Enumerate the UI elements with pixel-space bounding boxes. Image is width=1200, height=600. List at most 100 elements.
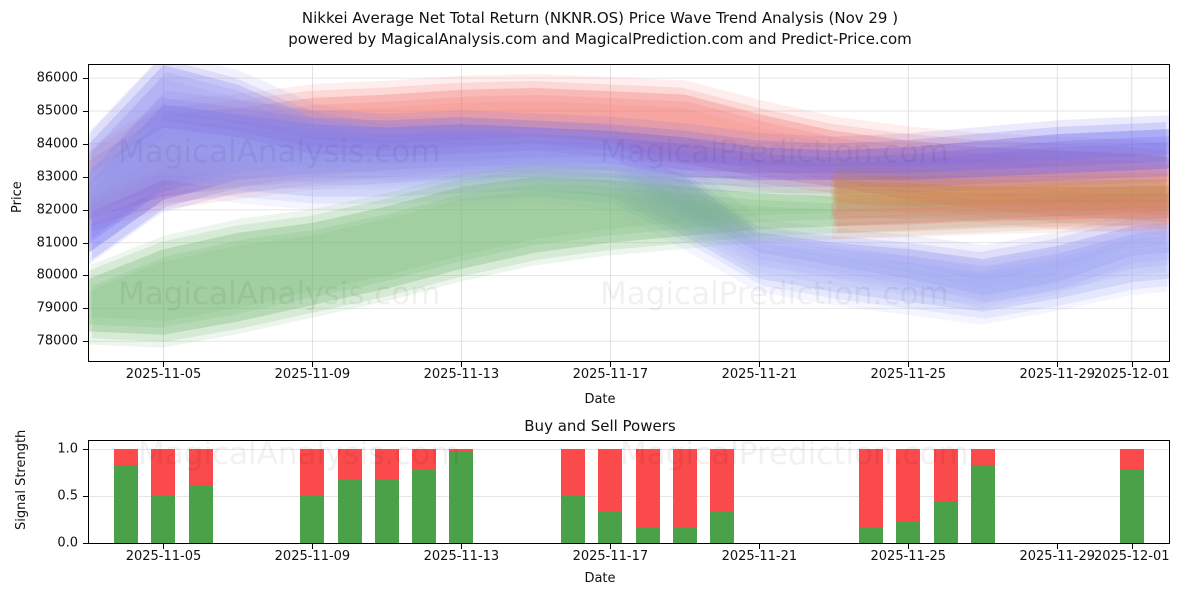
wave-band-green-band [89, 189, 1167, 348]
wave-band-pink-right-band [830, 192, 1166, 220]
signal-bar[interactable] [598, 448, 623, 543]
price-y-tick-label: 83000 [36, 169, 78, 185]
signal-bar[interactable] [449, 448, 474, 543]
signal-y-axis-label: Signal Strength [14, 429, 29, 530]
price-x-tick-mark [1057, 362, 1059, 367]
signal-bar[interactable] [896, 448, 921, 543]
sell-power-segment [114, 448, 139, 465]
wave-band-blue-lower-band [92, 134, 1169, 319]
page-subtitle: powered by MagicalAnalysis.com and Magic… [288, 30, 912, 48]
price-y-tick-label: 82000 [36, 202, 78, 218]
wave-band-red-upper-band [92, 95, 1169, 230]
signal-y-tick-mark [83, 543, 88, 544]
signal-chart-title: Buy and Sell Powers [524, 417, 676, 435]
chart-title-block: Nikkei Average Net Total Return (NKNR.OS… [0, 8, 1200, 50]
sell-power-segment [672, 448, 697, 528]
signal-bar[interactable] [1119, 448, 1144, 543]
signal-x-tick-label: 2025-11-17 [572, 549, 649, 564]
price-x-tick-label: 2025-11-09 [274, 367, 351, 382]
signal-x-tick-label: 2025-11-21 [721, 549, 798, 564]
price-y-tick-mark [83, 209, 88, 211]
page-title: Nikkei Average Net Total Return (NKNR.OS… [301, 9, 899, 27]
wave-band-blue-spike-band [89, 78, 1167, 309]
signal-x-tick-mark [312, 544, 314, 549]
wave-band-orange-band [830, 173, 1166, 200]
price-chart-plot-area [88, 64, 1170, 362]
signal-y-tick-label: 1.0 [57, 441, 78, 457]
price-y-tick-label: 85000 [36, 103, 78, 119]
sell-power-segment [970, 448, 995, 465]
price-x-tick-mark [461, 362, 463, 367]
buy-power-segment [710, 511, 735, 543]
price-x-tick-mark [1131, 362, 1133, 367]
price-y-tick-mark [83, 111, 88, 113]
signal-gridline [89, 495, 1169, 497]
signal-bar[interactable] [412, 448, 437, 543]
buy-power-segment [859, 527, 884, 543]
price-x-tick-mark [312, 362, 314, 367]
sell-power-segment [188, 448, 213, 487]
price-x-tick-label: 2025-11-25 [870, 367, 947, 382]
signal-x-tick-mark [759, 544, 761, 549]
signal-gridline [89, 543, 1169, 544]
wave-band-pink-right-band [831, 212, 1167, 240]
buy-power-segment [970, 464, 995, 543]
wave-band-blue-spike-band [91, 65, 1169, 282]
price-y-tick-label: 86000 [36, 70, 78, 86]
buy-power-segment [896, 522, 921, 543]
signal-bar[interactable] [151, 448, 176, 543]
buy-power-segment [1119, 469, 1144, 543]
price-y-tick-label: 80000 [36, 267, 78, 283]
buy-power-segment [561, 495, 586, 543]
wave-band-red-upper-band [89, 101, 1167, 236]
wave-band-red-upper-band [91, 74, 1169, 209]
signal-bar[interactable] [933, 448, 958, 543]
price-y-tick-label: 79000 [36, 300, 78, 316]
signal-bar[interactable] [672, 448, 697, 543]
signal-x-tick-mark [461, 544, 463, 549]
signal-y-tick-mark [83, 495, 88, 497]
wave-band-pink-right-band [835, 185, 1169, 213]
buy-power-segment [672, 527, 697, 543]
price-x-tick-mark [759, 362, 761, 367]
signal-bar[interactable] [337, 448, 362, 543]
signal-x-tick-label: 2025-12-01 [1093, 549, 1170, 564]
wave-band-green-band [92, 183, 1169, 342]
sell-power-segment [337, 448, 362, 480]
signal-bar[interactable] [374, 448, 399, 543]
signal-bar[interactable] [710, 448, 735, 543]
wave-band-blue-lower-band [89, 140, 1167, 325]
signal-bar[interactable] [561, 448, 586, 543]
price-x-tick-mark [908, 362, 910, 367]
price-y-tick-mark [83, 341, 88, 343]
wave-band-blue-main-band [91, 90, 1169, 239]
signal-x-tick-mark [1057, 544, 1059, 549]
wave-band-green-band [89, 169, 1166, 328]
wave-band-orange-band [833, 180, 1169, 207]
wave-band-red-upper-band [89, 81, 1166, 216]
signal-bar[interactable] [970, 448, 995, 543]
signal-bar[interactable] [114, 448, 139, 543]
signal-bar[interactable] [188, 448, 213, 543]
signal-bar[interactable] [859, 448, 884, 543]
sell-power-segment [374, 448, 399, 480]
sell-power-segment [151, 448, 176, 496]
buy-power-segment [188, 486, 213, 543]
sell-power-segment [412, 448, 437, 471]
sell-power-segment [1119, 448, 1144, 470]
sell-power-segment [635, 448, 660, 528]
sell-power-segment [561, 448, 586, 496]
signal-y-tick-mark [83, 448, 88, 450]
price-x-tick-mark [610, 362, 612, 367]
buy-power-segment [114, 464, 139, 543]
signal-bar[interactable] [300, 448, 325, 543]
signal-y-tick-label: 0.0 [57, 535, 78, 551]
signal-bar[interactable] [635, 448, 660, 543]
signal-x-tick-label: 2025-11-09 [274, 549, 351, 564]
signal-gridline [89, 448, 1169, 450]
price-y-tick-mark [83, 308, 88, 310]
wave-band-pink-right-band [833, 199, 1169, 227]
wave-band-blue-main-band [89, 97, 1166, 244]
buy-power-segment [412, 470, 437, 543]
wave-band-green-band [91, 162, 1169, 321]
